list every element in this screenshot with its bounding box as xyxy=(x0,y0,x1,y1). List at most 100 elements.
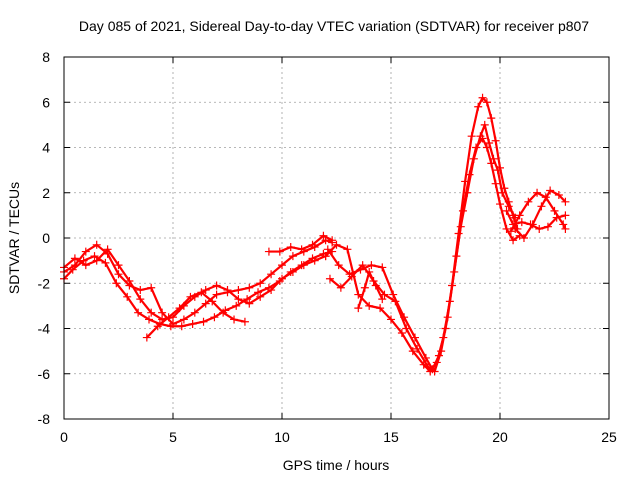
data-point xyxy=(186,292,195,301)
data-point xyxy=(485,138,494,147)
data-point xyxy=(391,297,400,306)
data-point xyxy=(489,154,498,163)
data-point xyxy=(199,317,208,326)
series-track-5 xyxy=(264,231,337,256)
data-point xyxy=(515,211,524,220)
x-axis-label: GPS time / hours xyxy=(283,457,390,473)
data-point xyxy=(212,281,221,290)
data-point xyxy=(323,245,332,254)
data-point xyxy=(153,322,162,331)
data-point xyxy=(190,308,199,317)
data-point xyxy=(234,286,243,295)
data-point xyxy=(491,136,500,145)
data-point xyxy=(230,315,239,324)
data-point xyxy=(134,308,143,317)
series-track-1 xyxy=(60,236,337,328)
data-point xyxy=(347,272,356,281)
data-point xyxy=(147,283,156,292)
data-point xyxy=(476,132,485,141)
data-point xyxy=(299,261,308,270)
data-point xyxy=(478,93,487,102)
series-track-2 xyxy=(60,247,337,331)
data-point xyxy=(288,267,297,276)
data-point xyxy=(310,256,319,265)
data-point xyxy=(336,283,345,292)
data-point xyxy=(278,274,286,283)
series-track-10 xyxy=(502,186,570,242)
y-tick-label: -6 xyxy=(38,366,51,382)
y-tick-label: -4 xyxy=(38,321,51,337)
series-track-9 xyxy=(354,267,387,313)
data-point xyxy=(413,344,422,353)
data-point xyxy=(354,290,363,299)
data-point xyxy=(524,197,533,206)
data-point xyxy=(397,329,406,338)
data-point xyxy=(256,292,265,301)
data-point xyxy=(275,247,284,256)
data-point xyxy=(491,179,500,188)
data-point xyxy=(232,301,241,310)
data-point xyxy=(219,308,228,317)
data-point xyxy=(286,243,295,252)
x-tick-label: 10 xyxy=(274,429,290,445)
y-tick-label: 2 xyxy=(42,185,50,201)
data-point xyxy=(328,236,337,245)
y-tick-label: 8 xyxy=(42,49,50,65)
series-line xyxy=(329,123,517,373)
data-point xyxy=(92,256,101,265)
data-point xyxy=(389,290,398,299)
data-point xyxy=(103,245,112,254)
series-line xyxy=(509,191,567,232)
data-point xyxy=(378,263,387,272)
data-point xyxy=(371,281,380,290)
data-point xyxy=(166,322,175,331)
data-point xyxy=(526,220,535,229)
data-point xyxy=(123,292,132,301)
y-tick-label: 0 xyxy=(42,230,50,246)
data-point xyxy=(509,220,518,229)
data-point xyxy=(197,288,206,297)
data-point xyxy=(487,114,496,123)
data-point xyxy=(463,188,472,197)
data-point xyxy=(125,276,134,285)
data-point xyxy=(365,301,374,310)
data-point xyxy=(114,261,123,270)
data-point xyxy=(145,315,154,324)
data-point xyxy=(456,222,465,231)
data-point xyxy=(519,234,528,242)
data-point xyxy=(550,206,559,215)
data-point xyxy=(402,324,411,333)
data-point xyxy=(543,222,552,231)
data-point xyxy=(469,154,478,163)
data-point xyxy=(380,290,389,299)
data-point xyxy=(554,191,563,200)
data-point xyxy=(378,295,387,304)
data-point xyxy=(367,261,376,270)
y-tick-label: -8 xyxy=(38,411,51,427)
data-point xyxy=(81,247,90,256)
y-tick-labels: -8 -6 -4 -2 0 2 4 6 8 xyxy=(38,49,51,427)
axis-ticks xyxy=(63,56,610,420)
data-point xyxy=(164,313,173,322)
data-point xyxy=(234,295,243,304)
data-point xyxy=(424,362,433,371)
data-point xyxy=(308,240,317,249)
data-point xyxy=(537,202,546,211)
data-point xyxy=(493,166,502,175)
data-point xyxy=(467,132,476,141)
data-point xyxy=(179,315,188,324)
data-point xyxy=(487,159,496,168)
data-point xyxy=(267,270,276,279)
data-point xyxy=(136,295,145,304)
data-point xyxy=(90,252,99,261)
y-tick-label: 6 xyxy=(42,94,50,110)
data-point xyxy=(509,236,518,245)
data-point xyxy=(188,319,197,328)
data-point xyxy=(504,202,513,211)
data-point xyxy=(480,120,489,129)
data-point xyxy=(267,286,276,295)
data-point xyxy=(254,288,263,297)
series-line xyxy=(505,189,567,240)
data-point xyxy=(506,227,515,236)
